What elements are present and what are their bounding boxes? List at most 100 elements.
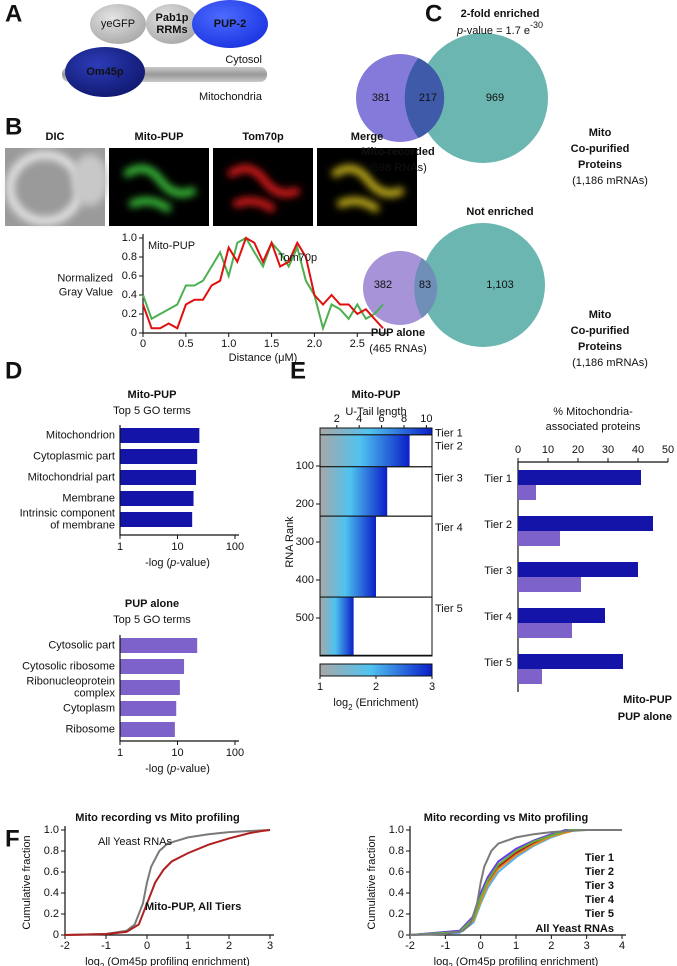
y-tick-label: 0.6 (122, 270, 137, 282)
venn-label: (1,186 mRNAs) (572, 357, 648, 369)
bar (120, 512, 193, 527)
x-tick-label: 10 (542, 444, 554, 456)
x-axis-label-part: -log ( (145, 557, 170, 569)
x-tick-label: 2 (334, 413, 340, 425)
x-tick-label: 0 (144, 940, 150, 952)
label: PUP-2 (214, 18, 246, 30)
venn-count: 83 (419, 279, 431, 291)
bar (120, 722, 175, 737)
image-label: DIC (46, 131, 65, 143)
x-tick-label: 3 (267, 940, 273, 952)
bar (518, 485, 536, 500)
y-tick-label: 1.0 (389, 824, 404, 836)
series-line (64, 829, 271, 936)
category-label: Ribosome (65, 723, 115, 735)
y-tick-label: 0.6 (389, 866, 404, 878)
venn-title: 2-fold enriched (461, 8, 540, 20)
venn-label: Mito (589, 127, 612, 139)
category-label: of membrane (50, 519, 115, 531)
bar (518, 623, 572, 638)
image-label: Tom70p (242, 131, 284, 143)
chart-title: PUP alone (125, 598, 179, 610)
colorbar-label-part: (Enrichment) (353, 697, 419, 709)
merge-image (317, 148, 417, 226)
chart-title: % Mitochondria- (553, 406, 633, 418)
category-label: complex (74, 687, 115, 699)
panel-letter: F (5, 825, 20, 852)
y-tick-label: 1.0 (44, 824, 59, 836)
x-tick-label: 1.0 (221, 338, 236, 350)
chart-title: Mito recording vs Mito profiling (75, 812, 239, 824)
chart-subtitle: Top 5 GO terms (113, 614, 191, 626)
pab1p-shape (146, 4, 198, 44)
legend-label: Mito-PUP (623, 694, 672, 706)
venn-count: 381 (372, 92, 390, 104)
colorbar (319, 663, 433, 677)
venn-label: Proteins (578, 341, 622, 353)
y-axis-label: Cumulative fraction (21, 835, 33, 929)
venn-label: PUP alone (371, 327, 425, 339)
colorbar-label-part: 2 (348, 703, 353, 712)
tier-block (320, 597, 354, 656)
venn-label: Mito (589, 309, 612, 321)
x-tick-label: 2 (548, 940, 554, 952)
label: Pab1p (155, 12, 188, 24)
chart-subtitle: Top 5 GO terms (113, 405, 191, 417)
micrographs (5, 148, 417, 226)
y-tick-label: 0.6 (44, 866, 59, 878)
x-tick-label: 3 (584, 940, 590, 952)
label: Cytosol (225, 54, 262, 66)
series-line (142, 236, 384, 332)
bar (518, 531, 560, 546)
x-tick-label: 1 (117, 747, 123, 759)
series-label: Tier 4 (585, 894, 615, 906)
x-axis-label: log2 (Om45p profiling enrichment) (434, 956, 599, 966)
y-tick-label: 500 (296, 612, 314, 624)
venn-title: Not enriched (466, 206, 533, 218)
venn-label: Co-purified (571, 325, 630, 337)
label: RRMs (156, 24, 187, 36)
category-label: Cytoplasmic part (33, 450, 115, 462)
series-label: All Yeast RNAs (535, 923, 614, 935)
bar (518, 669, 542, 684)
bar (120, 449, 198, 464)
bar (120, 470, 197, 485)
x-tick-label: 0 (515, 444, 521, 456)
y-tick-label: 0.2 (44, 908, 59, 920)
x-tick-label: 30 (602, 444, 614, 456)
x-axis-label-part: -log ( (145, 763, 170, 775)
label: yeGFP (101, 18, 135, 30)
venn-overlap (404, 58, 445, 138)
tom70-signal (226, 165, 301, 213)
bar (120, 659, 185, 674)
category-label: Tier 3 (484, 565, 512, 577)
venn-pvalue-part: -30 (530, 20, 543, 30)
venn-label: Co-purified (571, 143, 630, 155)
venn-overlap (414, 258, 438, 318)
om45p-shape (65, 47, 145, 97)
category-label: Mitochondrial part (28, 471, 115, 483)
merge-signal (330, 165, 405, 213)
x-axis-label: log2 (Om45p profiling enrichment) (85, 956, 250, 966)
x-tick-label: 10 (420, 413, 432, 425)
y-tick-label: 0.8 (44, 845, 59, 857)
x-tick-label: 50 (662, 444, 674, 456)
x-tick-label: 2 (226, 940, 232, 952)
image-label: Mito-PUP (135, 131, 184, 143)
colorbar-tick-label: 1 (317, 681, 323, 693)
category-label: Tier 5 (484, 657, 512, 669)
tier-label: Tier 5 (435, 603, 463, 615)
mito-signal (122, 165, 197, 213)
category-label: Cytoplasm (63, 702, 115, 714)
y-axis-label: RNA Rank (284, 516, 296, 568)
bar (518, 516, 653, 531)
x-tick-label: 0.5 (178, 338, 193, 350)
y-tick-label: 0.2 (122, 308, 137, 320)
series-label: Mito-PUP, All Tiers (145, 901, 241, 913)
x-tick-label: 0 (140, 338, 146, 350)
colorbar-tick-label: 2 (373, 681, 379, 693)
x-tick-label: 10 (171, 747, 183, 759)
mito-pup-image (109, 148, 209, 226)
x-axis-label-part: p (169, 557, 176, 569)
